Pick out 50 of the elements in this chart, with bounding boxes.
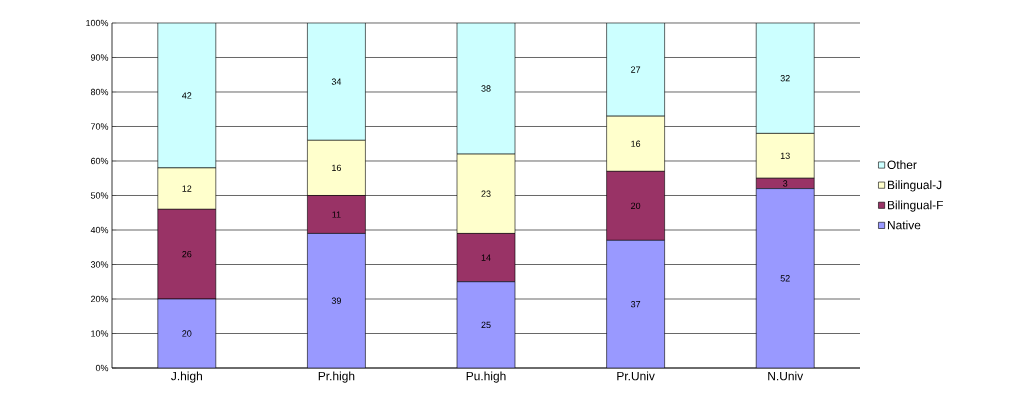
bar [307,233,366,368]
data-label: 20 [631,202,641,210]
x-tick-label: Pr.Univ [617,371,655,381]
legend-label: Other [887,160,917,170]
data-label: 39 [331,297,341,304]
y-tick-label: 90% [90,54,109,61]
data-label: 16 [332,164,341,172]
legend-label: Bilingual-F [887,200,943,212]
x-tick-label: Pu.high [466,371,506,383]
data-label: 23 [481,190,491,197]
bar [456,281,516,368]
bar [157,298,217,368]
data-label: 14 [481,254,491,261]
data-label: 20 [182,330,192,337]
y-tick-label: 40% [90,226,109,234]
data-label: 27 [631,66,641,73]
bar [755,23,815,134]
y-tick-label: 50% [90,192,109,199]
data-label: 11 [332,211,341,218]
data-label: 13 [780,152,790,159]
legend-label: Bilingual-J [887,180,942,192]
y-tick-label: 0% [95,364,109,372]
x-tick-label: Pr.high [318,371,355,383]
y-tick-label: 70% [90,123,109,130]
y-tick-label: 30% [90,261,109,268]
x-tick-label: J.high [171,371,202,383]
y-tick-label: 10% [91,330,109,337]
data-label: 34 [331,78,342,85]
y-tick-label: 80% [90,88,109,96]
y-tick-label: 100% [86,19,109,27]
bar [606,23,665,117]
bar [606,240,665,368]
bar [755,188,815,368]
data-label: 3 [783,180,788,187]
y-tick-label: 20% [90,295,109,303]
data-label: 26 [182,250,192,258]
bar [157,23,217,169]
y-tick-label: 60% [90,157,109,165]
x-tick-label: N.Univ [768,371,804,381]
data-label: 38 [481,85,491,92]
data-label: 42 [182,92,192,99]
data-label: 25 [481,321,491,329]
legend-label: Native [887,220,921,230]
data-label: 12 [182,185,192,192]
data-label: 52 [780,275,790,282]
data-label: 32 [780,75,790,82]
bar [456,23,516,155]
bar [307,23,366,141]
data-label: 37 [630,300,641,308]
data-label: 16 [631,140,641,147]
